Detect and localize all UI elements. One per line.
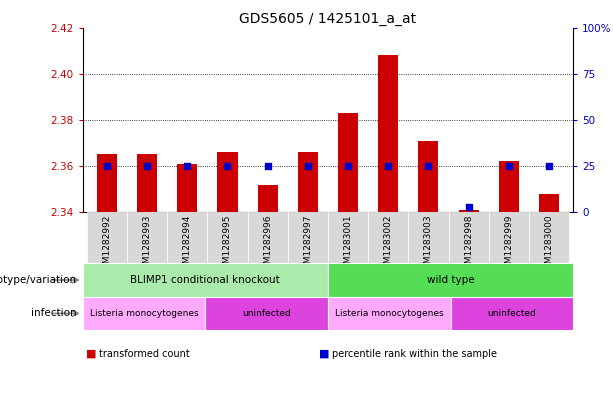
Bar: [218, 152, 237, 212]
Text: infection: infection: [31, 309, 77, 318]
Text: ■: ■: [86, 349, 96, 359]
Point: [343, 163, 353, 169]
Bar: [287, 212, 328, 263]
Title: GDS5605 / 1425101_a_at: GDS5605 / 1425101_a_at: [240, 13, 416, 26]
Bar: [205, 297, 328, 330]
Bar: [167, 212, 207, 263]
Bar: [127, 212, 167, 263]
Point: [464, 204, 474, 210]
Text: percentile rank within the sample: percentile rank within the sample: [332, 349, 497, 359]
Point: [142, 163, 152, 169]
Text: GSM1282996: GSM1282996: [263, 215, 272, 275]
Bar: [207, 212, 248, 263]
Bar: [137, 154, 157, 212]
Bar: [408, 212, 449, 263]
Text: GSM1282993: GSM1282993: [143, 215, 151, 275]
Bar: [87, 212, 127, 263]
Bar: [368, 212, 408, 263]
Bar: [451, 297, 573, 330]
Bar: [83, 263, 328, 297]
Bar: [499, 162, 519, 212]
Text: GSM1283002: GSM1283002: [384, 215, 393, 275]
Text: GSM1282994: GSM1282994: [183, 215, 192, 275]
Text: Listeria monocytogenes: Listeria monocytogenes: [89, 309, 199, 318]
Text: GSM1282995: GSM1282995: [223, 215, 232, 275]
Text: GSM1283000: GSM1283000: [544, 215, 554, 275]
Text: wild type: wild type: [427, 275, 474, 285]
Text: uninfected: uninfected: [242, 309, 291, 318]
Text: GSM1283001: GSM1283001: [343, 215, 352, 275]
Text: GSM1283003: GSM1283003: [424, 215, 433, 275]
Bar: [248, 212, 287, 263]
Point: [263, 163, 273, 169]
Text: GSM1282992: GSM1282992: [102, 215, 112, 275]
Point: [504, 163, 514, 169]
Text: GSM1282998: GSM1282998: [464, 215, 473, 275]
Bar: [419, 141, 438, 212]
Text: GSM1282999: GSM1282999: [504, 215, 513, 275]
Text: genotype/variation: genotype/variation: [0, 275, 77, 285]
Bar: [257, 185, 278, 212]
Point: [223, 163, 232, 169]
Point: [544, 163, 554, 169]
Bar: [298, 152, 318, 212]
Bar: [338, 113, 358, 212]
Bar: [328, 212, 368, 263]
Text: GSM1282997: GSM1282997: [303, 215, 313, 275]
Point: [424, 163, 433, 169]
Text: uninfected: uninfected: [487, 309, 536, 318]
Point: [303, 163, 313, 169]
Point: [102, 163, 112, 169]
Bar: [459, 210, 479, 212]
Bar: [83, 297, 205, 330]
Point: [182, 163, 192, 169]
Bar: [97, 154, 117, 212]
Bar: [328, 263, 573, 297]
Text: BLIMP1 conditional knockout: BLIMP1 conditional knockout: [131, 275, 280, 285]
Bar: [378, 55, 398, 212]
Bar: [539, 194, 559, 212]
Bar: [489, 212, 529, 263]
Text: transformed count: transformed count: [99, 349, 190, 359]
Bar: [449, 212, 489, 263]
Bar: [529, 212, 569, 263]
Bar: [177, 164, 197, 212]
Text: ■: ■: [319, 349, 329, 359]
Bar: [328, 297, 451, 330]
Text: Listeria monocytogenes: Listeria monocytogenes: [335, 309, 444, 318]
Point: [383, 163, 393, 169]
